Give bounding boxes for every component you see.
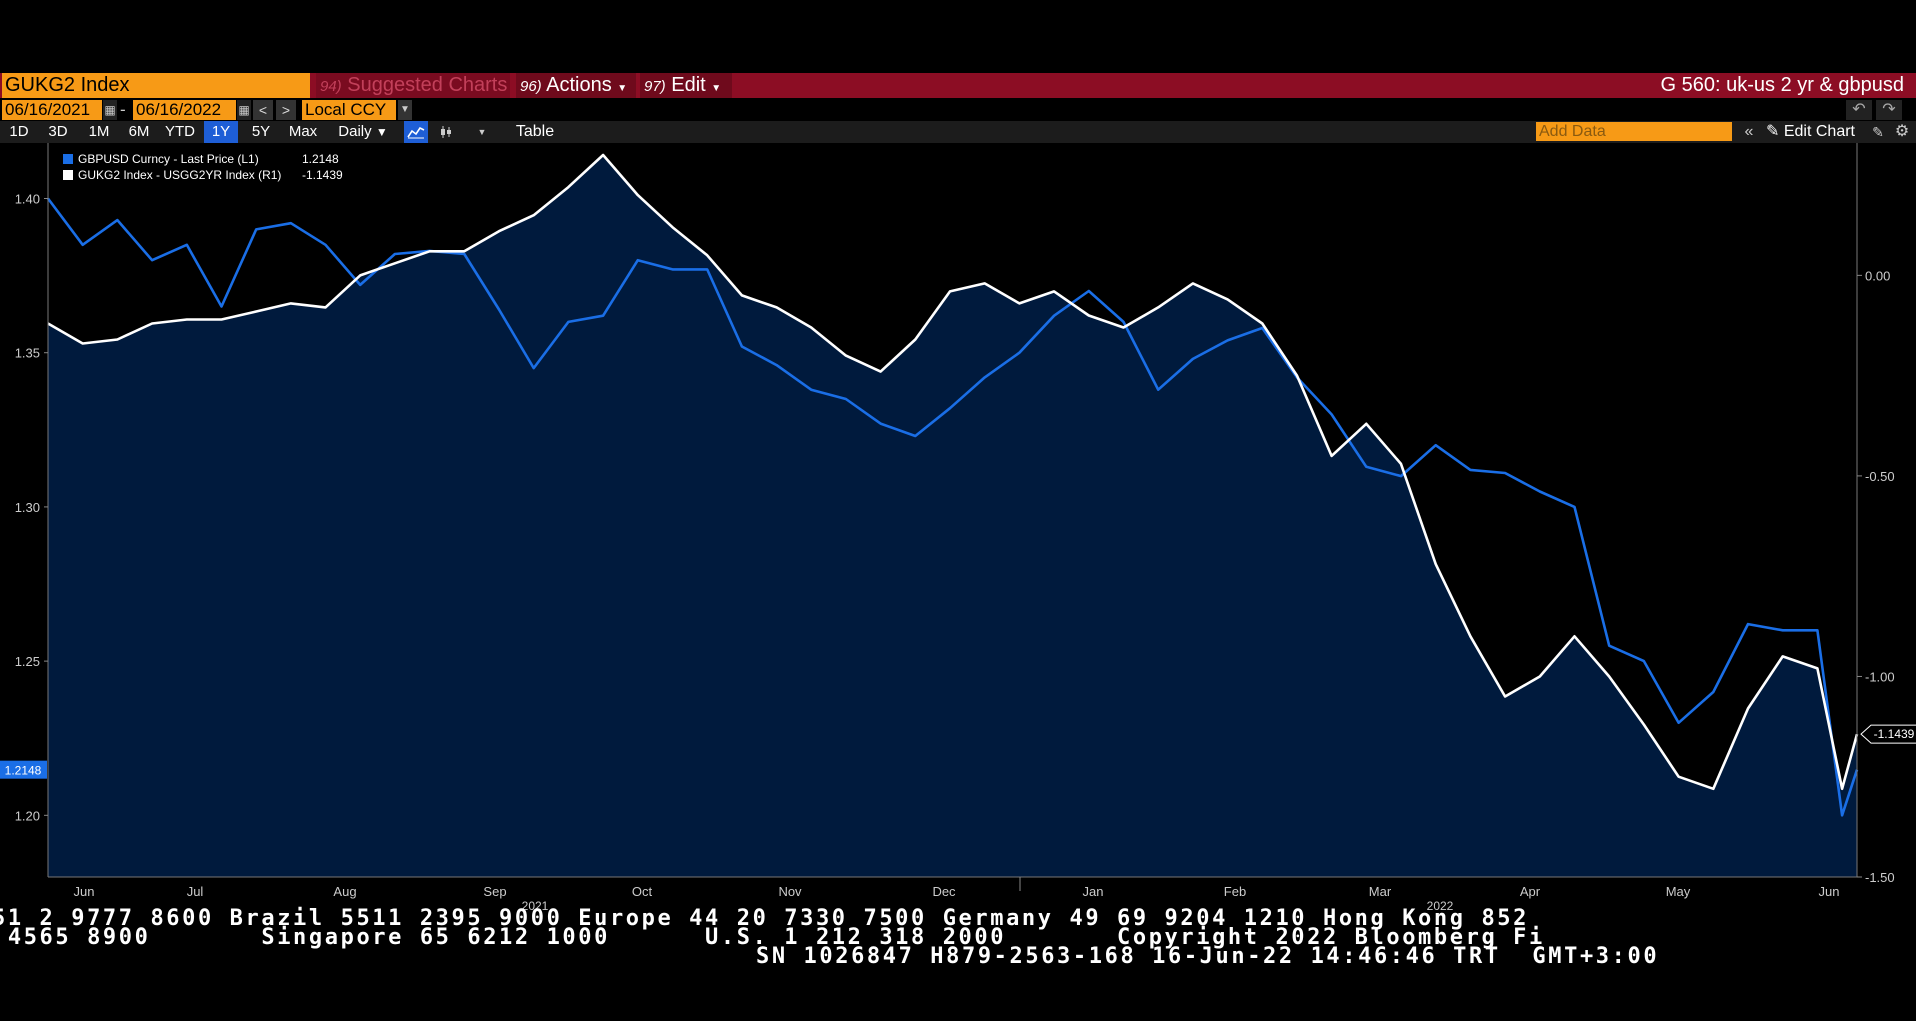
x-axis-year-label: 2022	[1427, 899, 1454, 913]
edit-menu-button[interactable]: 97) Edit ▼	[640, 73, 732, 98]
x-axis-tick-label: Jun	[1819, 884, 1840, 899]
right-axis-tick-label: -1.00	[1865, 669, 1895, 684]
suggested-charts-number: 94)	[320, 78, 342, 95]
calendar-icon[interactable]: ▦	[237, 100, 251, 120]
annotate-icon[interactable]: ✎	[1872, 124, 1884, 140]
legend-entry-label: GBPUSD Curncy - Last Price (L1)	[78, 152, 259, 166]
range-button-6m[interactable]: 6M	[128, 123, 150, 140]
candlestick-icon[interactable]	[434, 121, 458, 143]
redo-icon[interactable]: ↷	[1876, 100, 1902, 120]
left-axis-tick-label: 1.35	[15, 346, 40, 361]
edit-chart-label: Edit Chart	[1783, 123, 1855, 140]
legend-swatch	[63, 154, 73, 164]
price-chart[interactable]: 1.40 1.35 1.30 1.25 1.20 0.00 -0.50 -1.00 -1.50 J…	[0, 143, 1916, 913]
page-title: G 560: uk-us 2 yr & gbpusd	[1660, 74, 1904, 96]
left-axis-tick-label: 1.20	[15, 808, 40, 823]
frequency-select[interactable]: Daily ▼	[330, 121, 396, 143]
series-line-spread[interactable]	[47, 153, 1859, 791]
left-axis-tick-label: 1.30	[15, 500, 40, 515]
undo-icon[interactable]: ↶	[1846, 100, 1872, 120]
legend-box	[56, 151, 356, 189]
pencil-icon: ✎	[1766, 123, 1780, 140]
table-button[interactable]: Table	[515, 123, 555, 140]
x-axis-tick-label: Jul	[187, 884, 204, 899]
x-axis-tick-label: Nov	[778, 884, 802, 899]
x-axis-tick-label: Feb	[1224, 884, 1246, 899]
edit-chart-button[interactable]: ✎ Edit Chart	[1766, 121, 1855, 143]
frequency-label: Daily	[338, 123, 372, 140]
current-spread-label: -1.1439	[1874, 727, 1915, 741]
suggested-charts-label: Suggested Charts	[347, 74, 508, 96]
x-axis-tick-label: Sep	[483, 884, 506, 899]
x-axis-tick-label: May	[1666, 884, 1691, 899]
series-area-fill	[48, 155, 1857, 877]
end-date-input[interactable]: 06/16/2022	[133, 100, 236, 120]
x-axis-tick-label: Dec	[932, 884, 956, 899]
date-separator: -	[120, 100, 126, 119]
right-axis-tick-label: 0.00	[1865, 268, 1890, 283]
footer-contact-line-1: 51 2 9777 8600 Brazil 5511 2395 9000 Eur…	[0, 906, 1529, 931]
chart-type-dropdown-icon[interactable]: ▼	[477, 127, 487, 137]
calendar-icon[interactable]: ▦	[103, 100, 117, 120]
right-axis-tick-label: -1.50	[1865, 870, 1895, 885]
caret-down-icon: ▼	[375, 125, 388, 139]
left-axis-tick-label: 1.40	[15, 192, 40, 207]
range-button-3d[interactable]: 3D	[48, 123, 68, 140]
legend-entry-value: -1.1439	[302, 168, 343, 182]
x-axis-tick-label: Jun	[74, 884, 95, 899]
right-axis-tick-label: -0.50	[1865, 469, 1895, 484]
start-date-input[interactable]: 06/16/2021	[2, 100, 102, 120]
caret-down-icon: ▼	[617, 83, 628, 94]
footer-contact-line-2: 4565 8900 Singapore 65 6212 1000 U.S. 1 …	[0, 925, 1545, 950]
edit-number: 97)	[644, 78, 666, 95]
legend-swatch	[63, 170, 73, 180]
actions-menu-button[interactable]: 96) Actions ▼	[516, 73, 636, 98]
gear-icon[interactable]: ⚙	[1894, 123, 1910, 140]
x-axis-year-label: 2021	[522, 899, 549, 913]
collapse-icon[interactable]: «	[1744, 123, 1754, 140]
add-data-input[interactable]: Add Data	[1536, 122, 1732, 141]
x-axis-tick-label: Aug	[333, 884, 356, 899]
range-button-1m[interactable]: 1M	[88, 123, 110, 140]
suggested-charts-button[interactable]: 94) Suggested Charts	[316, 73, 510, 98]
range-button-max[interactable]: Max	[288, 123, 318, 140]
currency-select[interactable]: Local CCY	[302, 100, 396, 120]
x-axis-tick-label: Apr	[1520, 884, 1541, 899]
x-axis-tick-label: Jan	[1083, 884, 1104, 899]
current-price-marker	[0, 760, 47, 779]
range-button-ytd[interactable]: YTD	[165, 123, 195, 140]
caret-down-icon: ▼	[711, 83, 722, 94]
x-axis-tick-label: Oct	[632, 884, 653, 899]
ticker-field[interactable]: GUKG2 Index	[2, 73, 310, 98]
previous-period-button[interactable]: <	[253, 100, 273, 120]
chart-toolbar	[0, 121, 1916, 143]
legend-entry-value: 1.2148	[302, 152, 339, 166]
current-price-label: 1.2148	[5, 764, 42, 778]
current-spread-marker	[1860, 724, 1916, 744]
actions-number: 96)	[520, 78, 542, 95]
x-axis-tick-label: Mar	[1369, 884, 1392, 899]
left-axis-tick-label: 1.25	[15, 654, 40, 669]
actions-label: Actions	[546, 74, 612, 96]
legend-entry-label: GUKG2 Index - USGG2YR Index (R1)	[78, 168, 281, 182]
chevron-down-icon[interactable]: ▼	[398, 100, 412, 120]
edit-label: Edit	[671, 74, 706, 96]
footer-session-line: SN 1026847 H879-2563-168 16-Jun-22 14:46…	[756, 944, 1660, 969]
series-line-gbpusd[interactable]	[46, 197, 1859, 817]
range-button-5y[interactable]: 5Y	[251, 123, 271, 140]
next-period-button[interactable]: >	[276, 100, 296, 120]
range-button-1y[interactable]: 1Y	[204, 121, 238, 143]
line-chart-icon[interactable]	[404, 121, 428, 143]
range-button-1d[interactable]: 1D	[9, 123, 29, 140]
